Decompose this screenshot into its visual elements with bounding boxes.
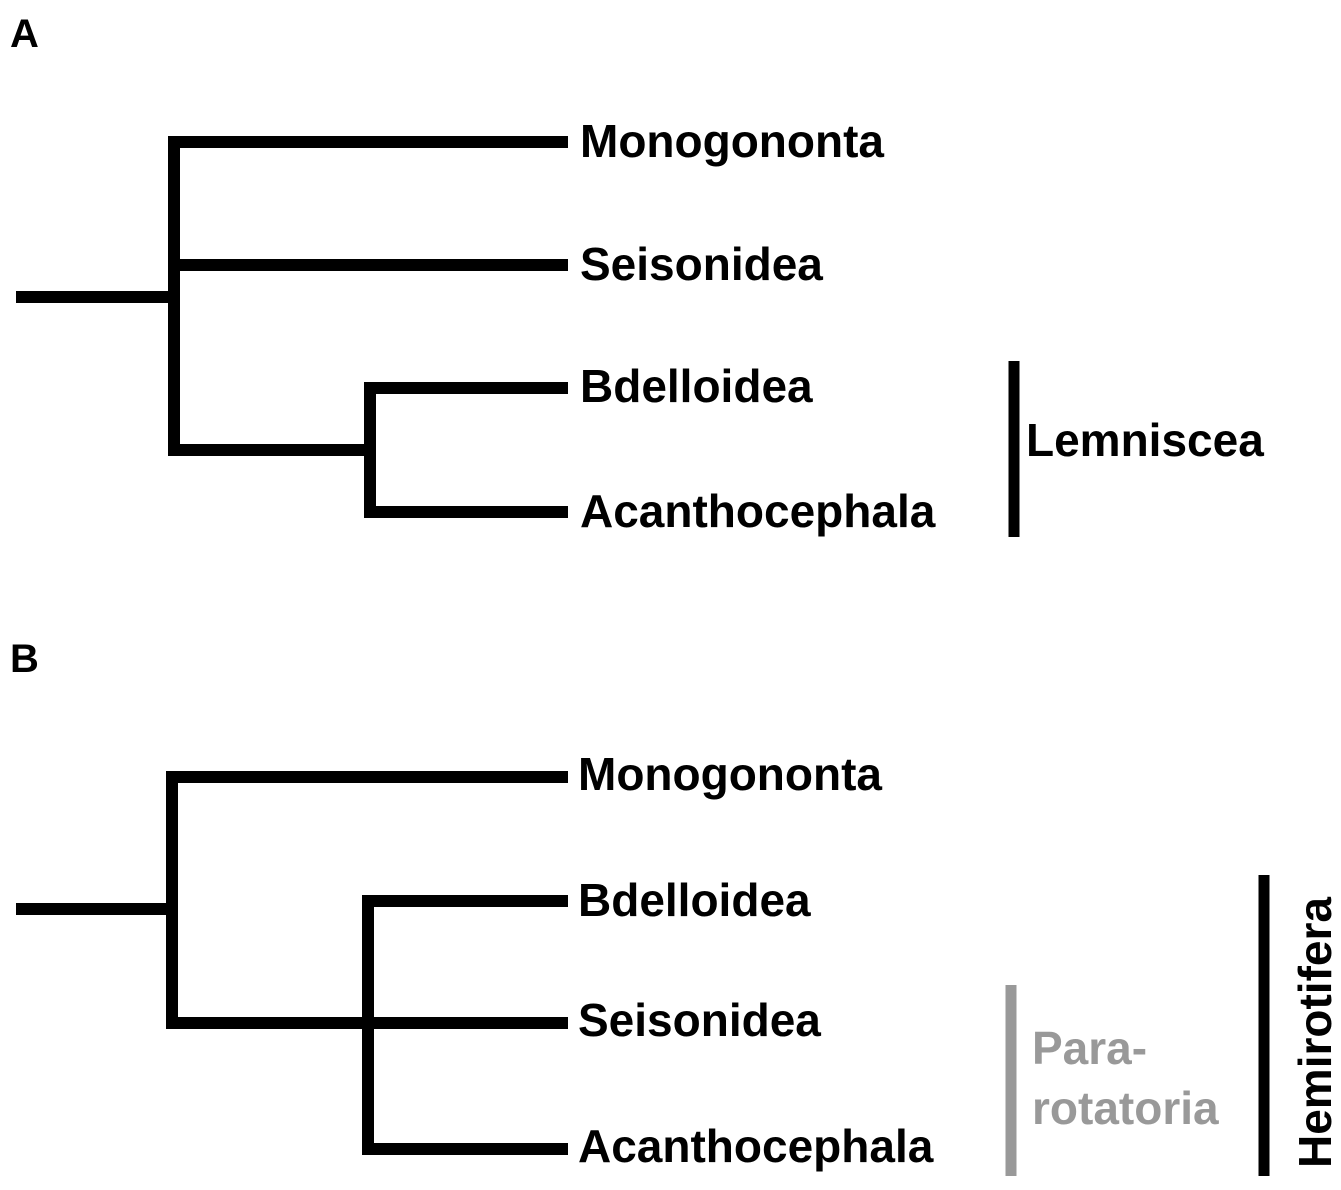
panel-a-taxon-acanthocephala: Acanthocephala: [580, 485, 936, 537]
panel-a-label: A: [10, 12, 39, 56]
panel-a: A Monogononta Seisonidea Bdelloidea Acan…: [10, 12, 1264, 537]
panel-b-clade-pararotatoria-line1: Para-: [1032, 1022, 1147, 1074]
panel-b-taxon-acanthocephala: Acanthocephala: [578, 1120, 934, 1172]
panel-b: B Monogononta Bdelloidea Seisonidea Acan…: [10, 637, 1341, 1176]
panel-b-taxon-bdelloidea: Bdelloidea: [578, 874, 811, 926]
panel-a-taxon-bdelloidea: Bdelloidea: [580, 360, 813, 412]
panel-a-lemniscea-branch: [364, 382, 568, 518]
panel-b-label: B: [10, 637, 39, 681]
panel-b-taxon-monogononta: Monogononta: [578, 748, 882, 800]
panel-b-bdelloidea-acanthocephala-branch: [362, 895, 568, 1155]
panel-b-clade-pararotatoria-line2: rotatoria: [1032, 1082, 1219, 1134]
panel-a-taxon-monogononta: Monogononta: [580, 115, 884, 167]
panel-b-tree: [16, 771, 568, 1155]
panel-a-main-clade-branch: [168, 136, 568, 456]
panel-a-tree: [16, 136, 568, 518]
panel-b-taxon-seisonidea: Seisonidea: [578, 994, 821, 1046]
panel-b-clade-hemirotifera: Hemirotifera: [1289, 897, 1341, 1168]
panel-a-taxon-seisonidea: Seisonidea: [580, 238, 823, 290]
panel-a-clade-lemniscea: Lemniscea: [1026, 414, 1264, 466]
